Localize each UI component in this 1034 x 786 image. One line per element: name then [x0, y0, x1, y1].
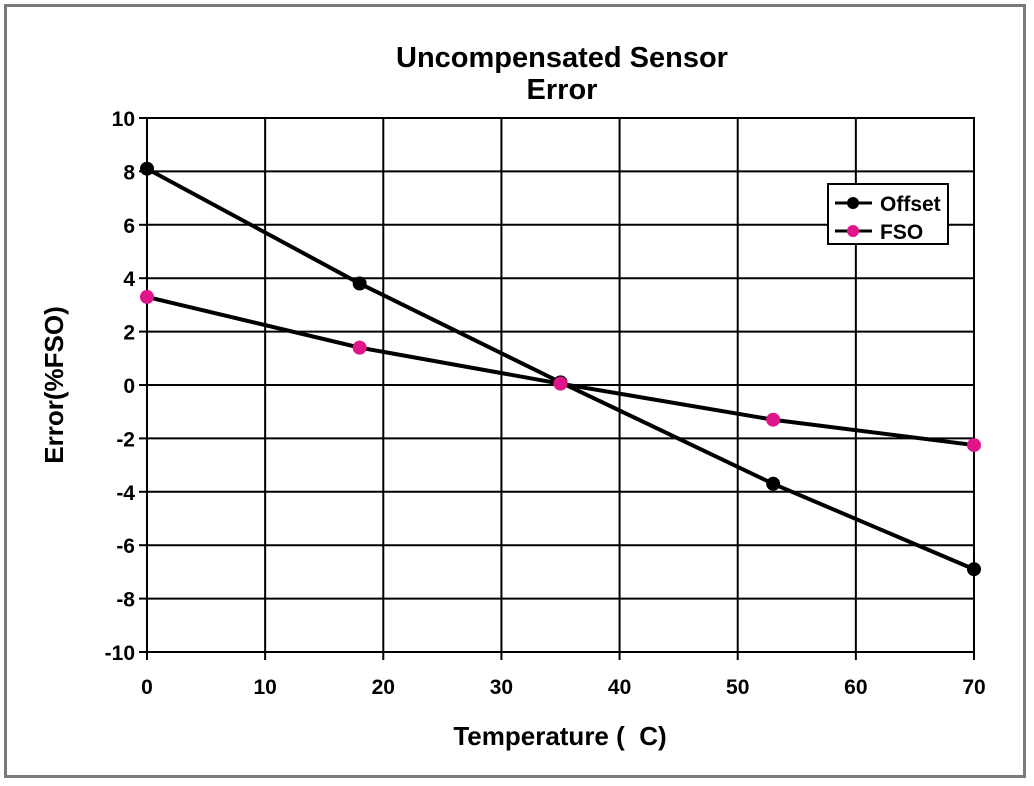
y-tick-label: 4 [123, 268, 135, 291]
y-tick-label: 6 [123, 215, 135, 238]
y-tick-labels: 10 8 6 4 2 0 -2 -4 -6 -8 -10 [105, 108, 136, 665]
x-axis-label: Temperature ( C) [453, 721, 666, 751]
x-tick-label: 20 [372, 676, 395, 699]
data-point-fso [140, 289, 154, 304]
y-tick-label: 10 [112, 108, 135, 131]
y-tick-label: -8 [116, 589, 135, 612]
data-point-fso [967, 438, 981, 453]
y-tick-label: 0 [123, 375, 135, 398]
data-point-offset [967, 562, 981, 577]
x-tick-label: 70 [962, 676, 985, 699]
chart-title-line-1: Uncompensated Sensor [396, 42, 728, 74]
y-tick-label: 8 [123, 161, 135, 184]
x-tick-label: 0 [141, 676, 153, 699]
x-tick-label: 60 [844, 676, 867, 699]
x-tick-labels: 0 10 20 30 40 50 60 70 [141, 676, 986, 699]
chart-title-line-2: Error [527, 74, 598, 106]
y-tick-label: 2 [123, 322, 135, 345]
x-tick-label: 30 [490, 676, 513, 699]
data-point-fso [766, 412, 781, 427]
plot-border [146, 117, 975, 653]
legend-offset-label: Offset [880, 193, 941, 216]
data-point-fso [352, 340, 367, 355]
series-layer [140, 161, 981, 577]
y-tick-label: -4 [116, 482, 135, 505]
data-point-offset [766, 476, 781, 491]
legend: Offset FSO [827, 183, 949, 245]
legend-fso-marker [847, 225, 859, 237]
y-tick-label: -6 [116, 535, 135, 558]
data-point-fso [553, 376, 568, 391]
series-line-fso [146, 294, 975, 448]
x-tick-label: 10 [253, 676, 276, 699]
y-tick-label: -2 [116, 428, 135, 451]
x-tick-label: 40 [608, 676, 631, 699]
data-point-offset [352, 276, 367, 291]
y-axis-label: Error(%FSO) [39, 306, 69, 463]
y-tick-label: -10 [105, 642, 135, 665]
legend-offset-marker [847, 197, 859, 209]
data-point-offset [140, 161, 154, 176]
legend-fso-label: FSO [880, 221, 923, 244]
x-tick-label: 50 [726, 676, 749, 699]
